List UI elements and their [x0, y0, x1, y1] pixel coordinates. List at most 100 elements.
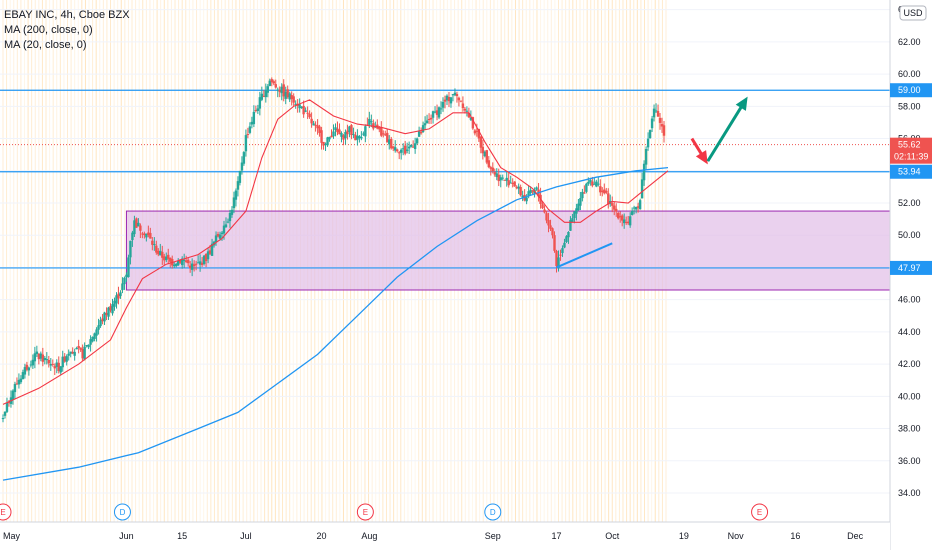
candle-body: [145, 233, 148, 238]
candle: [601, 187, 604, 197]
candle: [654, 103, 658, 113]
candle: [352, 127, 355, 139]
candle: [447, 91, 451, 108]
candle-body: [394, 147, 397, 151]
candle-body: [427, 118, 431, 121]
candle-body: [141, 233, 144, 235]
candle-body: [382, 133, 385, 135]
candle: [67, 349, 70, 361]
candle-body: [425, 120, 429, 124]
candle: [33, 346, 37, 369]
candle-body: [248, 126, 252, 133]
candle: [660, 117, 664, 133]
candle-body: [573, 211, 576, 219]
candle: [603, 183, 606, 195]
candle: [344, 129, 347, 145]
candle-body: [326, 137, 329, 146]
candle-body: [581, 191, 584, 199]
candle: [599, 179, 602, 196]
candle-body: [603, 189, 606, 194]
candle: [127, 254, 130, 278]
candle-body: [350, 125, 353, 136]
candle-body: [186, 259, 190, 264]
event-marker-d[interactable]: D: [113, 503, 131, 521]
event-marker-e[interactable]: E: [751, 503, 769, 521]
candle-body: [161, 251, 164, 258]
candle: [547, 212, 550, 233]
candle: [328, 136, 331, 142]
candle: [141, 231, 144, 239]
candle: [535, 186, 538, 191]
candle: [27, 366, 31, 376]
event-marker-d[interactable]: D: [484, 503, 502, 521]
candle-body: [409, 144, 413, 147]
candle: [495, 168, 498, 181]
candle-body: [25, 364, 29, 370]
price-tick-label: 50.00: [898, 230, 921, 240]
candle-body: [109, 306, 112, 311]
candle-body: [415, 138, 419, 144]
candle-body: [334, 127, 337, 131]
candle: [111, 298, 114, 316]
candle: [398, 150, 401, 160]
candle: [394, 140, 397, 153]
candle-body: [107, 307, 110, 317]
candle-body: [234, 190, 238, 200]
candle: [119, 290, 122, 299]
candle: [95, 327, 98, 342]
candle-body: [378, 126, 381, 130]
candle-body: [288, 93, 291, 100]
candle: [340, 131, 343, 143]
candle: [571, 213, 574, 223]
candle: [250, 116, 254, 129]
candle: [55, 359, 58, 374]
candle: [85, 344, 88, 348]
candle-body: [3, 411, 7, 416]
candle: [585, 182, 588, 194]
candle-body: [620, 215, 624, 221]
candle-body: [47, 359, 50, 364]
candle-body: [71, 351, 74, 354]
candle-body: [268, 80, 271, 86]
candle-body: [403, 145, 407, 154]
candle-body: [495, 173, 498, 178]
currency-badge[interactable]: USD: [899, 5, 927, 21]
candle: [543, 205, 546, 214]
candle-body: [256, 108, 260, 111]
candle: [282, 79, 285, 102]
candle-body: [360, 137, 363, 139]
candle-body: [177, 260, 180, 266]
candle-body: [143, 233, 146, 236]
candle-body: [392, 146, 395, 149]
candle-body: [117, 293, 120, 299]
candle-body: [511, 183, 514, 185]
candle-body: [208, 250, 212, 254]
event-marker-e[interactable]: E: [356, 503, 374, 521]
candle-body: [200, 262, 204, 265]
candle: [35, 345, 39, 357]
event-marker-e[interactable]: E: [0, 503, 12, 521]
candle: [348, 125, 351, 138]
candle-body: [489, 167, 492, 169]
candle: [79, 347, 82, 352]
price-tick-label: 60.00: [898, 69, 921, 79]
candle-body: [469, 117, 473, 120]
candle: [17, 373, 21, 389]
candle-body: [615, 208, 618, 212]
candle: [479, 136, 483, 154]
candle-body: [517, 186, 520, 189]
time-axis: May Jun 15 Jul 20 Aug Sep 17 Oct 19 Nov 16 Dec: [0, 521, 890, 550]
candle-body: [274, 84, 277, 88]
candle: [206, 247, 210, 264]
candle-body: [41, 354, 45, 362]
price-tick-label: 40.00: [898, 391, 921, 401]
candle-body: [101, 318, 104, 322]
candle: [238, 170, 242, 186]
candle-body: [601, 190, 604, 193]
candle-body: [167, 254, 170, 259]
candle: [254, 105, 258, 113]
candle: [459, 100, 463, 103]
candle: [286, 85, 289, 99]
